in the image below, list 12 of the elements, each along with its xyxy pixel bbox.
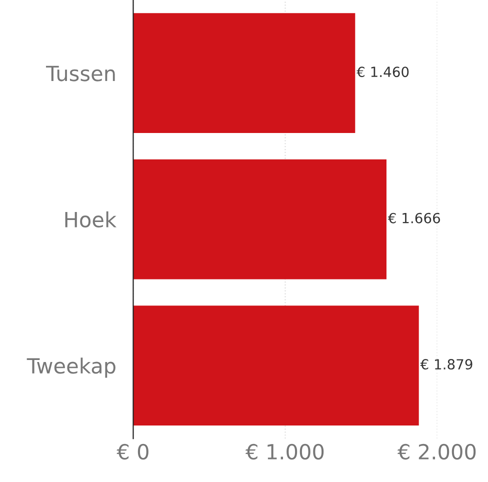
y-tick-label: Tweekap	[26, 358, 116, 378]
data-label: € 1.666	[388, 212, 440, 224]
bar	[133, 13, 356, 134]
x-tick-label: € 0	[116, 444, 148, 460]
bar	[133, 306, 419, 426]
data-label: € 1.460	[356, 66, 409, 78]
y-tick-label: Tussen	[46, 66, 115, 82]
x-tick-label: € 1.000	[245, 444, 324, 460]
data-label: € 1.879	[420, 359, 472, 370]
x-tick-label: € 2.000	[397, 444, 476, 460]
y-tick-label: Hoek	[65, 211, 116, 228]
bar	[133, 159, 386, 280]
